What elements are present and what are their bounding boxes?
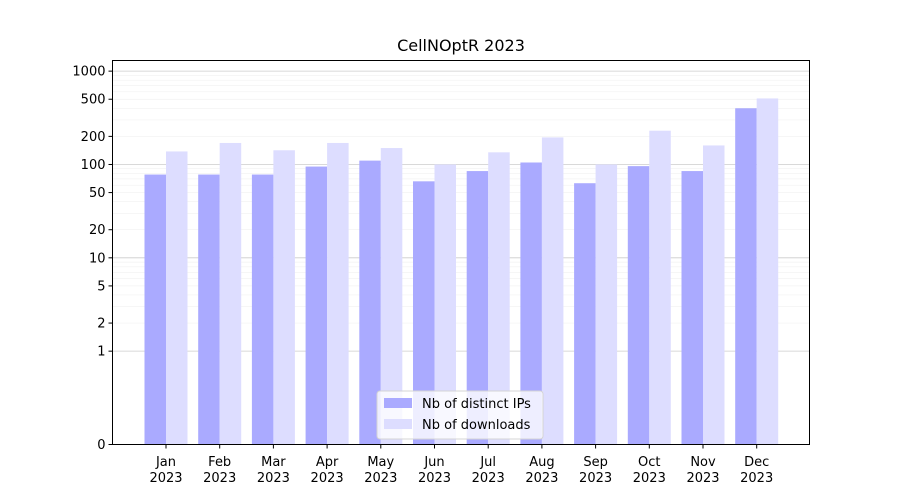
bar-downloads <box>541 137 564 445</box>
bar-downloads <box>327 142 349 445</box>
y-tick-label: 1000 <box>72 65 105 80</box>
bar-distinct-ips <box>413 181 435 445</box>
x-tick-label: Jun <box>423 455 444 470</box>
bar-downloads <box>488 152 510 445</box>
legend-swatch-downloads <box>384 419 412 429</box>
chart-title: CellNOptR 2023 <box>397 36 525 55</box>
bar-downloads <box>219 142 242 445</box>
x-tick-label: 2023 <box>203 471 236 486</box>
legend-label-downloads: Nb of downloads <box>422 418 531 433</box>
x-tick-label: 2023 <box>364 471 397 486</box>
y-tick-label: 20 <box>89 223 106 238</box>
y-tick-label: 0 <box>97 438 105 453</box>
y-tick-label: 200 <box>81 130 106 145</box>
x-axis: Jan2023Feb2023Mar2023Apr2023May2023Jun20… <box>149 444 773 486</box>
y-tick-label: 1 <box>97 345 105 360</box>
bar-distinct-ips <box>520 162 542 445</box>
bar-distinct-ips <box>359 160 381 445</box>
x-tick-label: 2023 <box>149 471 182 486</box>
bar-distinct-ips <box>144 174 166 445</box>
x-tick-label: 2023 <box>579 471 612 486</box>
x-tick-label: 2023 <box>257 471 290 486</box>
x-tick-label: Oct <box>638 455 660 470</box>
x-tick-label: Sep <box>583 455 608 470</box>
bar-downloads <box>380 148 403 445</box>
y-tick-label: 5 <box>97 279 105 294</box>
x-tick-label: Jul <box>479 455 496 470</box>
x-tick-label: Feb <box>208 455 231 470</box>
x-tick-label: 2023 <box>633 471 666 486</box>
bar-distinct-ips <box>198 174 220 445</box>
legend-box <box>376 390 544 440</box>
bar-distinct-ips <box>735 108 757 445</box>
bar-downloads <box>703 145 725 445</box>
bar-distinct-ips <box>574 183 596 445</box>
bar-downloads <box>756 98 779 445</box>
x-tick-label: Nov <box>690 455 716 470</box>
x-tick-label: Jan <box>155 455 176 470</box>
bar-distinct-ips <box>627 166 650 445</box>
plot-frame <box>112 60 810 445</box>
x-tick-label: 2023 <box>525 471 558 486</box>
x-tick-label: May <box>367 455 394 470</box>
bar-distinct-ips <box>251 174 274 445</box>
y-tick-label: 100 <box>81 158 106 173</box>
legend-swatch-distinct-ips <box>384 398 412 408</box>
bar-downloads <box>273 150 295 445</box>
x-tick-label: 2023 <box>686 471 719 486</box>
y-tick-label: 2 <box>97 317 105 332</box>
legend-label-distinct-ips: Nb of distinct IPs <box>422 397 531 412</box>
x-tick-label: Apr <box>316 455 339 470</box>
x-tick-label: Mar <box>261 455 286 470</box>
y-tick-label: 500 <box>81 93 106 108</box>
bar-downloads <box>595 164 618 445</box>
x-tick-label: 2023 <box>418 471 451 486</box>
x-tick-label: Dec <box>744 455 769 470</box>
bar-distinct-ips <box>305 166 328 445</box>
x-tick-label: 2023 <box>311 471 344 486</box>
y-tick-label: 10 <box>89 251 106 266</box>
x-tick-label: 2023 <box>740 471 773 486</box>
bar-downloads <box>166 151 188 445</box>
x-tick-label: Aug <box>529 455 554 470</box>
bar-distinct-ips <box>466 171 489 445</box>
bar-downloads <box>649 130 671 445</box>
bar-layer <box>144 98 779 445</box>
bar-downloads <box>434 164 456 445</box>
y-tick-label: 50 <box>89 186 106 201</box>
legend: Nb of distinct IPs Nb of downloads <box>376 390 544 440</box>
x-tick-label: 2023 <box>472 471 505 486</box>
y-axis: 0 1 2 5 10 20 50 100 200 500 1000 <box>72 65 113 453</box>
bar-distinct-ips <box>681 171 703 445</box>
